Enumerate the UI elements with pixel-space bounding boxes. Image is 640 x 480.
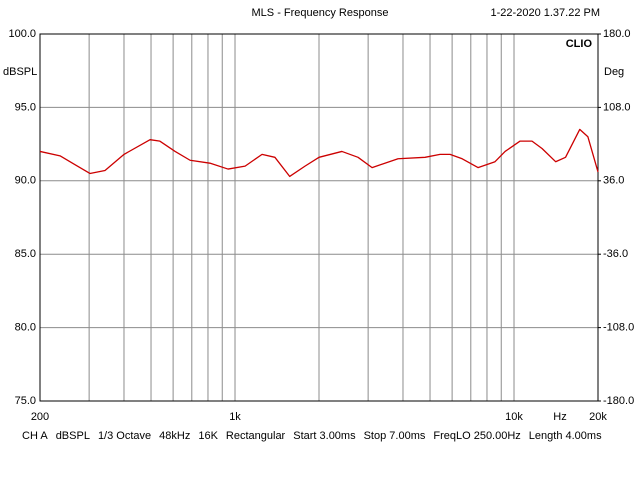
y-tick-label: 90.0 — [15, 175, 36, 187]
x-tick-label: 1k — [229, 411, 241, 423]
timestamp: 1-22-2020 1.37.22 PM — [491, 7, 600, 19]
footer-item: FreqLO 250.00Hz — [433, 430, 521, 442]
x-tick-label: 20k — [589, 411, 607, 423]
y-tick-label: 95.0 — [15, 101, 36, 113]
brand: CLIO — [566, 38, 593, 50]
x-tick-label: 200 — [31, 411, 49, 423]
y2-tick-label: -36.0 — [603, 248, 628, 260]
y-tick-label: 85.0 — [15, 248, 36, 260]
y2-tick-label: -108.0 — [603, 322, 634, 334]
x-unit: Hz — [553, 411, 566, 423]
footer-item: Start 3.00ms — [293, 430, 356, 442]
x-tick-label: 10k — [505, 411, 523, 423]
y2-tick-label: 36.0 — [603, 175, 624, 187]
footer-item: 1/3 Octave — [97, 430, 152, 442]
chart-title: MLS - Frequency Response — [252, 7, 389, 19]
y2-tick-label: -180.0 — [603, 395, 634, 407]
response-curve — [39, 128, 599, 178]
footer-item: dBSPL — [55, 430, 90, 442]
footer-item: CH A — [22, 430, 48, 442]
y-tick-label: 75.0 — [15, 395, 36, 407]
footer-item: Length 4.00ms — [528, 430, 602, 442]
footer-item: Rectangular — [225, 430, 286, 442]
y2-tick-label: 180.0 — [603, 28, 631, 40]
footer-item: Stop 7.00ms — [363, 430, 426, 442]
y2-axis-label: Deg — [604, 66, 624, 78]
y2-tick-label: 108.0 — [603, 101, 631, 113]
y-tick-label: 100.0 — [8, 28, 36, 40]
footer-item: 48kHz — [159, 430, 191, 442]
y-tick-label: 80.0 — [15, 322, 36, 334]
footer: CH A dBSPL 1/3 Octave 48kHz 16K Rectangular St… — [22, 430, 602, 442]
footer-item: 16K — [198, 430, 218, 442]
y-axis-label: dBSPL — [3, 66, 37, 78]
plot-frame — [39, 33, 599, 402]
